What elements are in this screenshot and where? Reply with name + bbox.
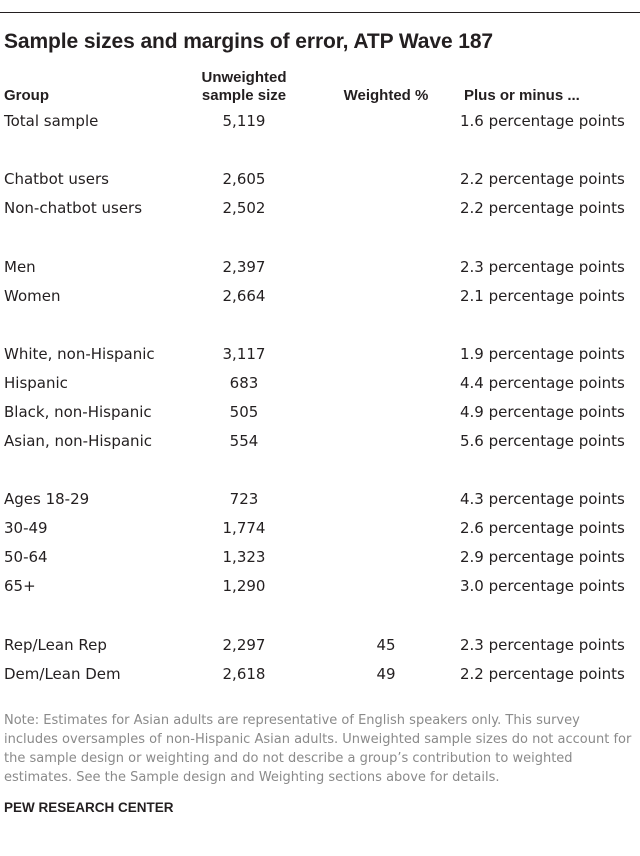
- table-row: Dem/Lean Dem 2,618 49 2.2 percentage points: [0, 665, 640, 687]
- cell-unweighted: 554: [229, 432, 259, 450]
- cell-group: White, non-Hispanic: [4, 345, 155, 363]
- table-row: 50-64 1,323 2.9 percentage points: [0, 548, 640, 570]
- cell-unweighted: 2,297: [222, 636, 266, 654]
- cell-group: Ages 18-29: [4, 490, 90, 508]
- footnote: Note: Estimates for Asian adults are rep…: [4, 713, 632, 785]
- cell-margin: 1.6 percentage points: [460, 112, 625, 130]
- cell-margin: 3.0 percentage points: [460, 577, 625, 595]
- table-row: White, non-Hispanic 3,117 1.9 percentage p…: [0, 345, 640, 367]
- table-row: Asian, non-Hispanic 554 5.6 percentage poi…: [0, 432, 640, 454]
- cell-margin: 4.9 percentage points: [460, 403, 625, 421]
- cell-group: Women: [4, 287, 61, 305]
- cell-margin: 2.1 percentage points: [460, 287, 625, 305]
- cell-weighted: 45: [376, 636, 396, 654]
- source-label: PEW RESEARCH CENTER: [4, 800, 174, 815]
- header-unweighted: Unweighted sample size: [174, 69, 314, 105]
- header-margin: Plus or minus ...: [464, 87, 580, 104]
- cell-group: Total sample: [4, 112, 99, 130]
- table-row: Black, non-Hispanic 505 4.9 percentage poi…: [0, 403, 640, 425]
- cell-group: Asian, non-Hispanic: [4, 432, 152, 450]
- table-row: Ages 18-29 723 4.3 percentage points: [0, 490, 640, 512]
- cell-unweighted: 1,290: [222, 577, 266, 595]
- cell-unweighted: 2,502: [222, 199, 266, 217]
- cell-margin: 2.2 percentage points: [460, 199, 625, 217]
- cell-unweighted: 1,774: [222, 519, 266, 537]
- table-row: Rep/Lean Rep 2,297 45 2.3 percentage points: [0, 636, 640, 658]
- cell-unweighted: 5,119: [222, 112, 266, 130]
- table-row: Hispanic 683 4.4 percentage points: [0, 374, 640, 396]
- cell-group: 30-49: [4, 519, 48, 537]
- cell-weighted: 49: [376, 665, 396, 683]
- cell-margin: 2.2 percentage points: [460, 170, 625, 188]
- header-unweighted-line2: sample size: [201, 87, 287, 104]
- cell-margin: 5.6 percentage points: [460, 432, 625, 450]
- top-rule: [0, 12, 640, 13]
- table-row: Women 2,664 2.1 percentage points: [0, 287, 640, 309]
- cell-margin: 4.3 percentage points: [460, 490, 625, 508]
- table-row: Chatbot users 2,605 2.2 percentage points: [0, 170, 640, 192]
- table-row: Total sample 5,119 1.6 percentage points: [0, 112, 640, 134]
- cell-unweighted: 1,323: [222, 548, 266, 566]
- cell-group: Black, non-Hispanic: [4, 403, 152, 421]
- cell-unweighted: 505: [229, 403, 259, 421]
- header-group: Group: [4, 87, 49, 104]
- header-weighted: Weighted %: [343, 87, 429, 104]
- cell-group: 65+: [4, 577, 36, 595]
- cell-group: Dem/Lean Dem: [4, 665, 121, 683]
- cell-margin: 2.3 percentage points: [460, 258, 625, 276]
- cell-margin: 4.4 percentage points: [460, 374, 625, 392]
- table-row: 65+ 1,290 3.0 percentage points: [0, 577, 640, 599]
- cell-unweighted: 2,618: [222, 665, 266, 683]
- cell-unweighted: 723: [229, 490, 259, 508]
- table-row: 30-49 1,774 2.6 percentage points: [0, 519, 640, 541]
- page-title: Sample sizes and margins of error, ATP W…: [4, 30, 493, 53]
- cell-group: Men: [4, 258, 36, 276]
- cell-margin: 2.2 percentage points: [460, 665, 625, 683]
- table-row: Non-chatbot users 2,502 2.2 percentage poi…: [0, 199, 640, 221]
- header-unweighted-line1: Unweighted: [201, 69, 287, 86]
- table-row: Men 2,397 2.3 percentage points: [0, 258, 640, 280]
- cell-group: Rep/Lean Rep: [4, 636, 107, 654]
- cell-margin: 2.9 percentage points: [460, 548, 625, 566]
- cell-group: Chatbot users: [4, 170, 109, 188]
- cell-margin: 1.9 percentage points: [460, 345, 625, 363]
- cell-unweighted: 2,397: [222, 258, 266, 276]
- cell-group: Hispanic: [4, 374, 68, 392]
- cell-group: Non-chatbot users: [4, 199, 143, 217]
- cell-unweighted: 683: [229, 374, 259, 392]
- cell-unweighted: 2,664: [222, 287, 266, 305]
- cell-group: 50-64: [4, 548, 48, 566]
- cell-margin: 2.3 percentage points: [460, 636, 625, 654]
- cell-margin: 2.6 percentage points: [460, 519, 625, 537]
- cell-unweighted: 3,117: [222, 345, 266, 363]
- cell-unweighted: 2,605: [222, 170, 266, 188]
